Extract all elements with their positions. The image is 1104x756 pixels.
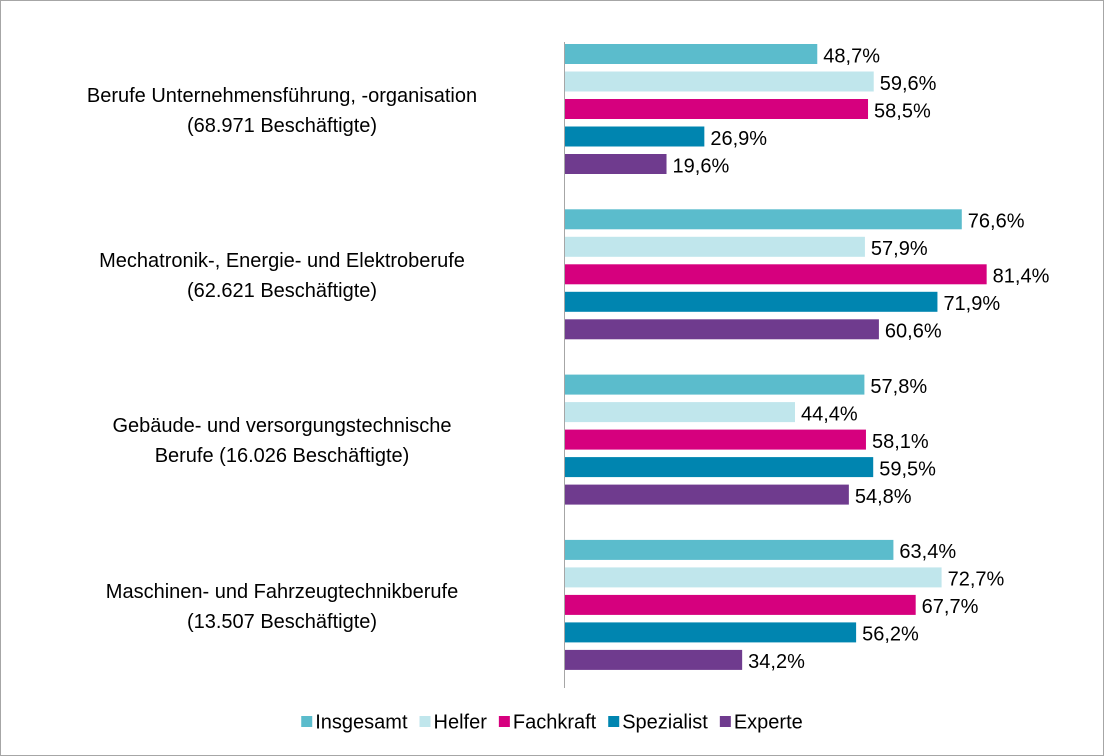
value-label: 81,4% bbox=[993, 266, 1050, 288]
value-label: 58,5% bbox=[874, 100, 931, 122]
bar bbox=[565, 319, 879, 340]
bar bbox=[565, 374, 865, 395]
value-label: 57,9% bbox=[871, 238, 928, 260]
value-label: 48,7% bbox=[823, 45, 880, 67]
value-label: 57,8% bbox=[870, 376, 927, 398]
value-label: 76,6% bbox=[968, 211, 1025, 233]
legend-label: Helfer bbox=[434, 711, 488, 733]
bar bbox=[565, 209, 962, 230]
legend-swatch bbox=[301, 716, 313, 727]
value-label: 34,2% bbox=[748, 651, 805, 673]
bar bbox=[565, 539, 894, 560]
legend-swatch bbox=[419, 716, 431, 727]
value-label: 72,7% bbox=[948, 569, 1005, 591]
bar bbox=[565, 154, 667, 174]
value-label: 19,6% bbox=[673, 155, 730, 177]
bar bbox=[565, 457, 874, 478]
bar bbox=[565, 567, 942, 588]
bar bbox=[565, 291, 938, 312]
legend-swatch bbox=[498, 716, 510, 727]
bar bbox=[565, 126, 705, 147]
legend-swatch bbox=[608, 716, 620, 727]
value-label: 54,8% bbox=[855, 486, 912, 508]
bar bbox=[565, 484, 849, 505]
value-label: 71,9% bbox=[943, 293, 1000, 315]
category-label: Maschinen- und Fahrzeugtechnikberufe (13… bbox=[105, 580, 459, 633]
value-label: 59,6% bbox=[880, 73, 937, 95]
legend-label: Spezialist bbox=[622, 711, 708, 733]
bar bbox=[565, 402, 795, 423]
bar bbox=[565, 622, 857, 643]
bar bbox=[565, 429, 866, 450]
legend-label: Fachkraft bbox=[513, 711, 597, 733]
bar bbox=[565, 649, 743, 670]
value-label: 59,5% bbox=[879, 458, 936, 480]
value-label: 60,6% bbox=[885, 321, 942, 343]
value-label: 44,4% bbox=[801, 403, 858, 425]
category-label: Mechatronik-, Energie- und Elektroberufe… bbox=[99, 250, 465, 303]
bar bbox=[565, 99, 869, 119]
bar bbox=[565, 44, 818, 64]
category-label: Berufe Unternehmensführung, -organisatio… bbox=[86, 84, 478, 137]
value-label: 26,9% bbox=[710, 128, 767, 150]
bar bbox=[565, 71, 874, 92]
legend-label: Experte bbox=[734, 711, 803, 733]
legend-swatch bbox=[719, 716, 731, 727]
category-label: Gebäude- und versorgungstechnische Beruf… bbox=[112, 415, 452, 468]
value-label: 56,2% bbox=[862, 624, 919, 646]
bar bbox=[565, 236, 865, 257]
bar bbox=[565, 264, 987, 285]
legend: Insgesamt Helfer Fachkraft Spezialist Expert… bbox=[301, 711, 803, 733]
value-label: 58,1% bbox=[872, 431, 929, 453]
bar bbox=[565, 594, 916, 615]
legend-label: Insgesamt bbox=[315, 711, 408, 733]
value-label: 67,7% bbox=[922, 596, 979, 618]
value-label: 63,4% bbox=[899, 541, 956, 563]
